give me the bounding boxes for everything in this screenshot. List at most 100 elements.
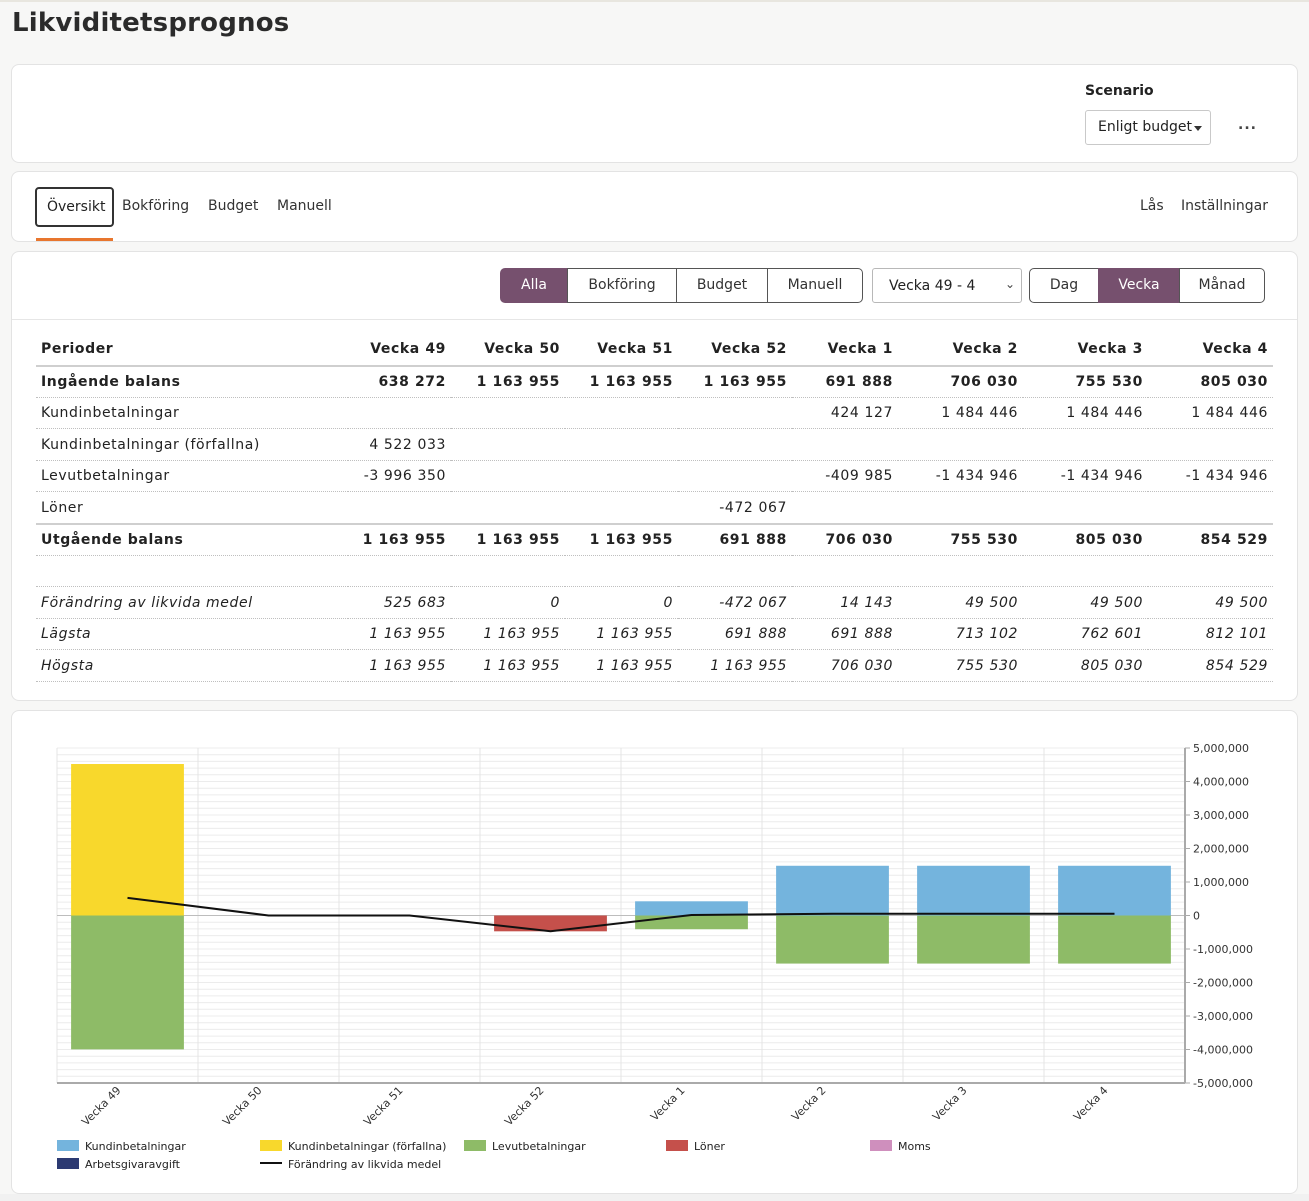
table-cell <box>565 555 678 588</box>
table-row: Utgående balans 1 163 955 1 163 955 1 163 9… <box>36 522 1273 556</box>
table-header-row: Perioder Vecka 49 Vecka 50 Vecka 51 Veck… <box>36 334 1273 367</box>
table-cell: -1 434 946 <box>898 460 1023 493</box>
row-label: Kundinbetalningar <box>36 397 348 430</box>
table-cell: 812 101 <box>1148 618 1273 651</box>
table-cell <box>792 491 898 525</box>
forecast-table: Perioder Vecka 49 Vecka 50 Vecka 51 Veck… <box>36 334 1273 683</box>
filter-alla-button[interactable]: Alla <box>500 268 568 303</box>
table-cell <box>1023 555 1148 588</box>
table-cell <box>898 428 1023 461</box>
section-divider <box>12 319 1297 320</box>
y-tick-label: 5,000,000 <box>1193 742 1249 755</box>
filter-budget-button[interactable]: Budget <box>676 268 768 303</box>
table-cell: 1 163 955 <box>451 522 565 556</box>
table-cell <box>348 555 451 588</box>
caret-down-icon <box>1194 126 1202 131</box>
table-cell <box>451 428 565 461</box>
cashflow-chart: 5,000,000 4,000,000 3,000,000 2,000,000 1,00… <box>56 742 1253 1171</box>
table-cell <box>565 460 678 493</box>
table-cell: 713 102 <box>898 618 1023 651</box>
legend-label: Kundinbetalningar (förfallna) <box>288 1140 446 1153</box>
tab-budget[interactable]: Budget <box>208 198 259 214</box>
granularity-manad-button[interactable]: Månad <box>1179 268 1265 303</box>
table-cell: 1 163 955 <box>565 649 678 683</box>
row-label: Levutbetalningar <box>36 460 348 493</box>
table-cell: 691 888 <box>792 618 898 651</box>
row-label: Förändring av likvida medel <box>36 586 348 619</box>
chevron-down-icon: ⌄ <box>1004 277 1015 291</box>
table-cell: 854 529 <box>1148 649 1273 683</box>
table-cell <box>565 428 678 461</box>
table-row: Levutbetalningar -3 996 350 -409 985 -1 434… <box>36 460 1273 493</box>
period-range-select[interactable]: Vecka 49 - 4 ⌄ <box>872 268 1022 303</box>
granularity-dag-button[interactable]: Dag <box>1029 268 1099 303</box>
table-cell: 706 030 <box>792 522 898 556</box>
tab-oversikt[interactable]: Översikt <box>35 187 114 227</box>
table-cell <box>898 491 1023 525</box>
scenario-dropdown[interactable]: Enligt budget <box>1085 110 1211 145</box>
table-cell: 1 163 955 <box>565 365 678 398</box>
table-cell <box>451 460 565 493</box>
table-cell: 49 500 <box>1023 586 1148 619</box>
table-cell <box>451 397 565 430</box>
x-tick-label: Vecka 52 <box>502 1084 546 1128</box>
filter-manuell-button[interactable]: Manuell <box>767 268 863 303</box>
table-cell <box>451 555 565 588</box>
table-cell: 1 163 955 <box>451 365 565 398</box>
lock-link[interactable]: Lås <box>1140 198 1164 214</box>
y-tick-label: -1,000,000 <box>1193 943 1253 956</box>
x-tick-label: Vecka 50 <box>220 1084 264 1128</box>
tabs-card: Översikt Bokföring Budget Manuell Lås In… <box>11 171 1298 242</box>
table-cell: 805 030 <box>1148 365 1273 398</box>
table-cell: 1 163 955 <box>348 618 451 651</box>
y-tick-label: -2,000,000 <box>1193 977 1253 990</box>
legend-swatch <box>57 1158 79 1169</box>
bottom-strip <box>0 1194 1309 1201</box>
table-cell <box>565 397 678 430</box>
legend-swatch <box>464 1140 486 1151</box>
legend-swatch <box>870 1140 892 1151</box>
table-cell: -3 996 350 <box>348 460 451 493</box>
header-cell: Vecka 2 <box>898 334 1023 367</box>
bar-segment <box>635 915 748 930</box>
table-cell: 706 030 <box>792 649 898 683</box>
active-tab-indicator <box>36 238 113 241</box>
y-tick-label: 4,000,000 <box>1193 776 1249 789</box>
legend-label: Förändring av likvida medel <box>288 1158 441 1171</box>
more-options-button[interactable]: ... <box>1238 117 1257 133</box>
table-cell <box>1148 428 1273 461</box>
table-cell: 0 <box>451 586 565 619</box>
row-label: Löner <box>36 491 348 525</box>
table-cell: 706 030 <box>898 365 1023 398</box>
table-cell: 1 163 955 <box>565 522 678 556</box>
table-row: Förändring av likvida medel 525 683 0 0 -472… <box>36 586 1273 619</box>
table-cell <box>451 491 565 525</box>
table-cell: 14 143 <box>792 586 898 619</box>
header-cell: Vecka 4 <box>1148 334 1273 367</box>
table-row: Löner -472 067 <box>36 491 1273 525</box>
y-tick-label: 0 <box>1193 910 1200 923</box>
table-row <box>36 555 1273 588</box>
granularity-vecka-button[interactable]: Vecka <box>1098 268 1180 303</box>
change-line <box>127 896 1115 933</box>
table-cell: 805 030 <box>1023 522 1148 556</box>
table-cell: 691 888 <box>678 618 792 651</box>
tab-manuell[interactable]: Manuell <box>277 198 332 214</box>
table-row: Lägsta 1 163 955 1 163 955 1 163 955 691 888… <box>36 618 1273 651</box>
table-cell: 762 601 <box>1023 618 1148 651</box>
table-row: Ingående balans 638 272 1 163 955 1 163 955… <box>36 365 1273 398</box>
filter-bokforing-button[interactable]: Bokföring <box>567 268 677 303</box>
table-cell <box>678 460 792 493</box>
table-cell: 805 030 <box>1023 649 1148 683</box>
table-cell: 525 683 <box>348 586 451 619</box>
table-cell: 1 484 446 <box>1023 397 1148 430</box>
legend-label: Löner <box>694 1140 725 1153</box>
row-label: Utgående balans <box>36 522 348 556</box>
tab-bokforing[interactable]: Bokföring <box>122 198 190 214</box>
settings-link[interactable]: Inställningar <box>1181 198 1269 214</box>
table-cell <box>1148 555 1273 588</box>
bar-segment <box>71 915 184 1050</box>
header-cell: Vecka 52 <box>678 334 792 367</box>
table-cell: 854 529 <box>1148 522 1273 556</box>
table-cell: 424 127 <box>792 397 898 430</box>
